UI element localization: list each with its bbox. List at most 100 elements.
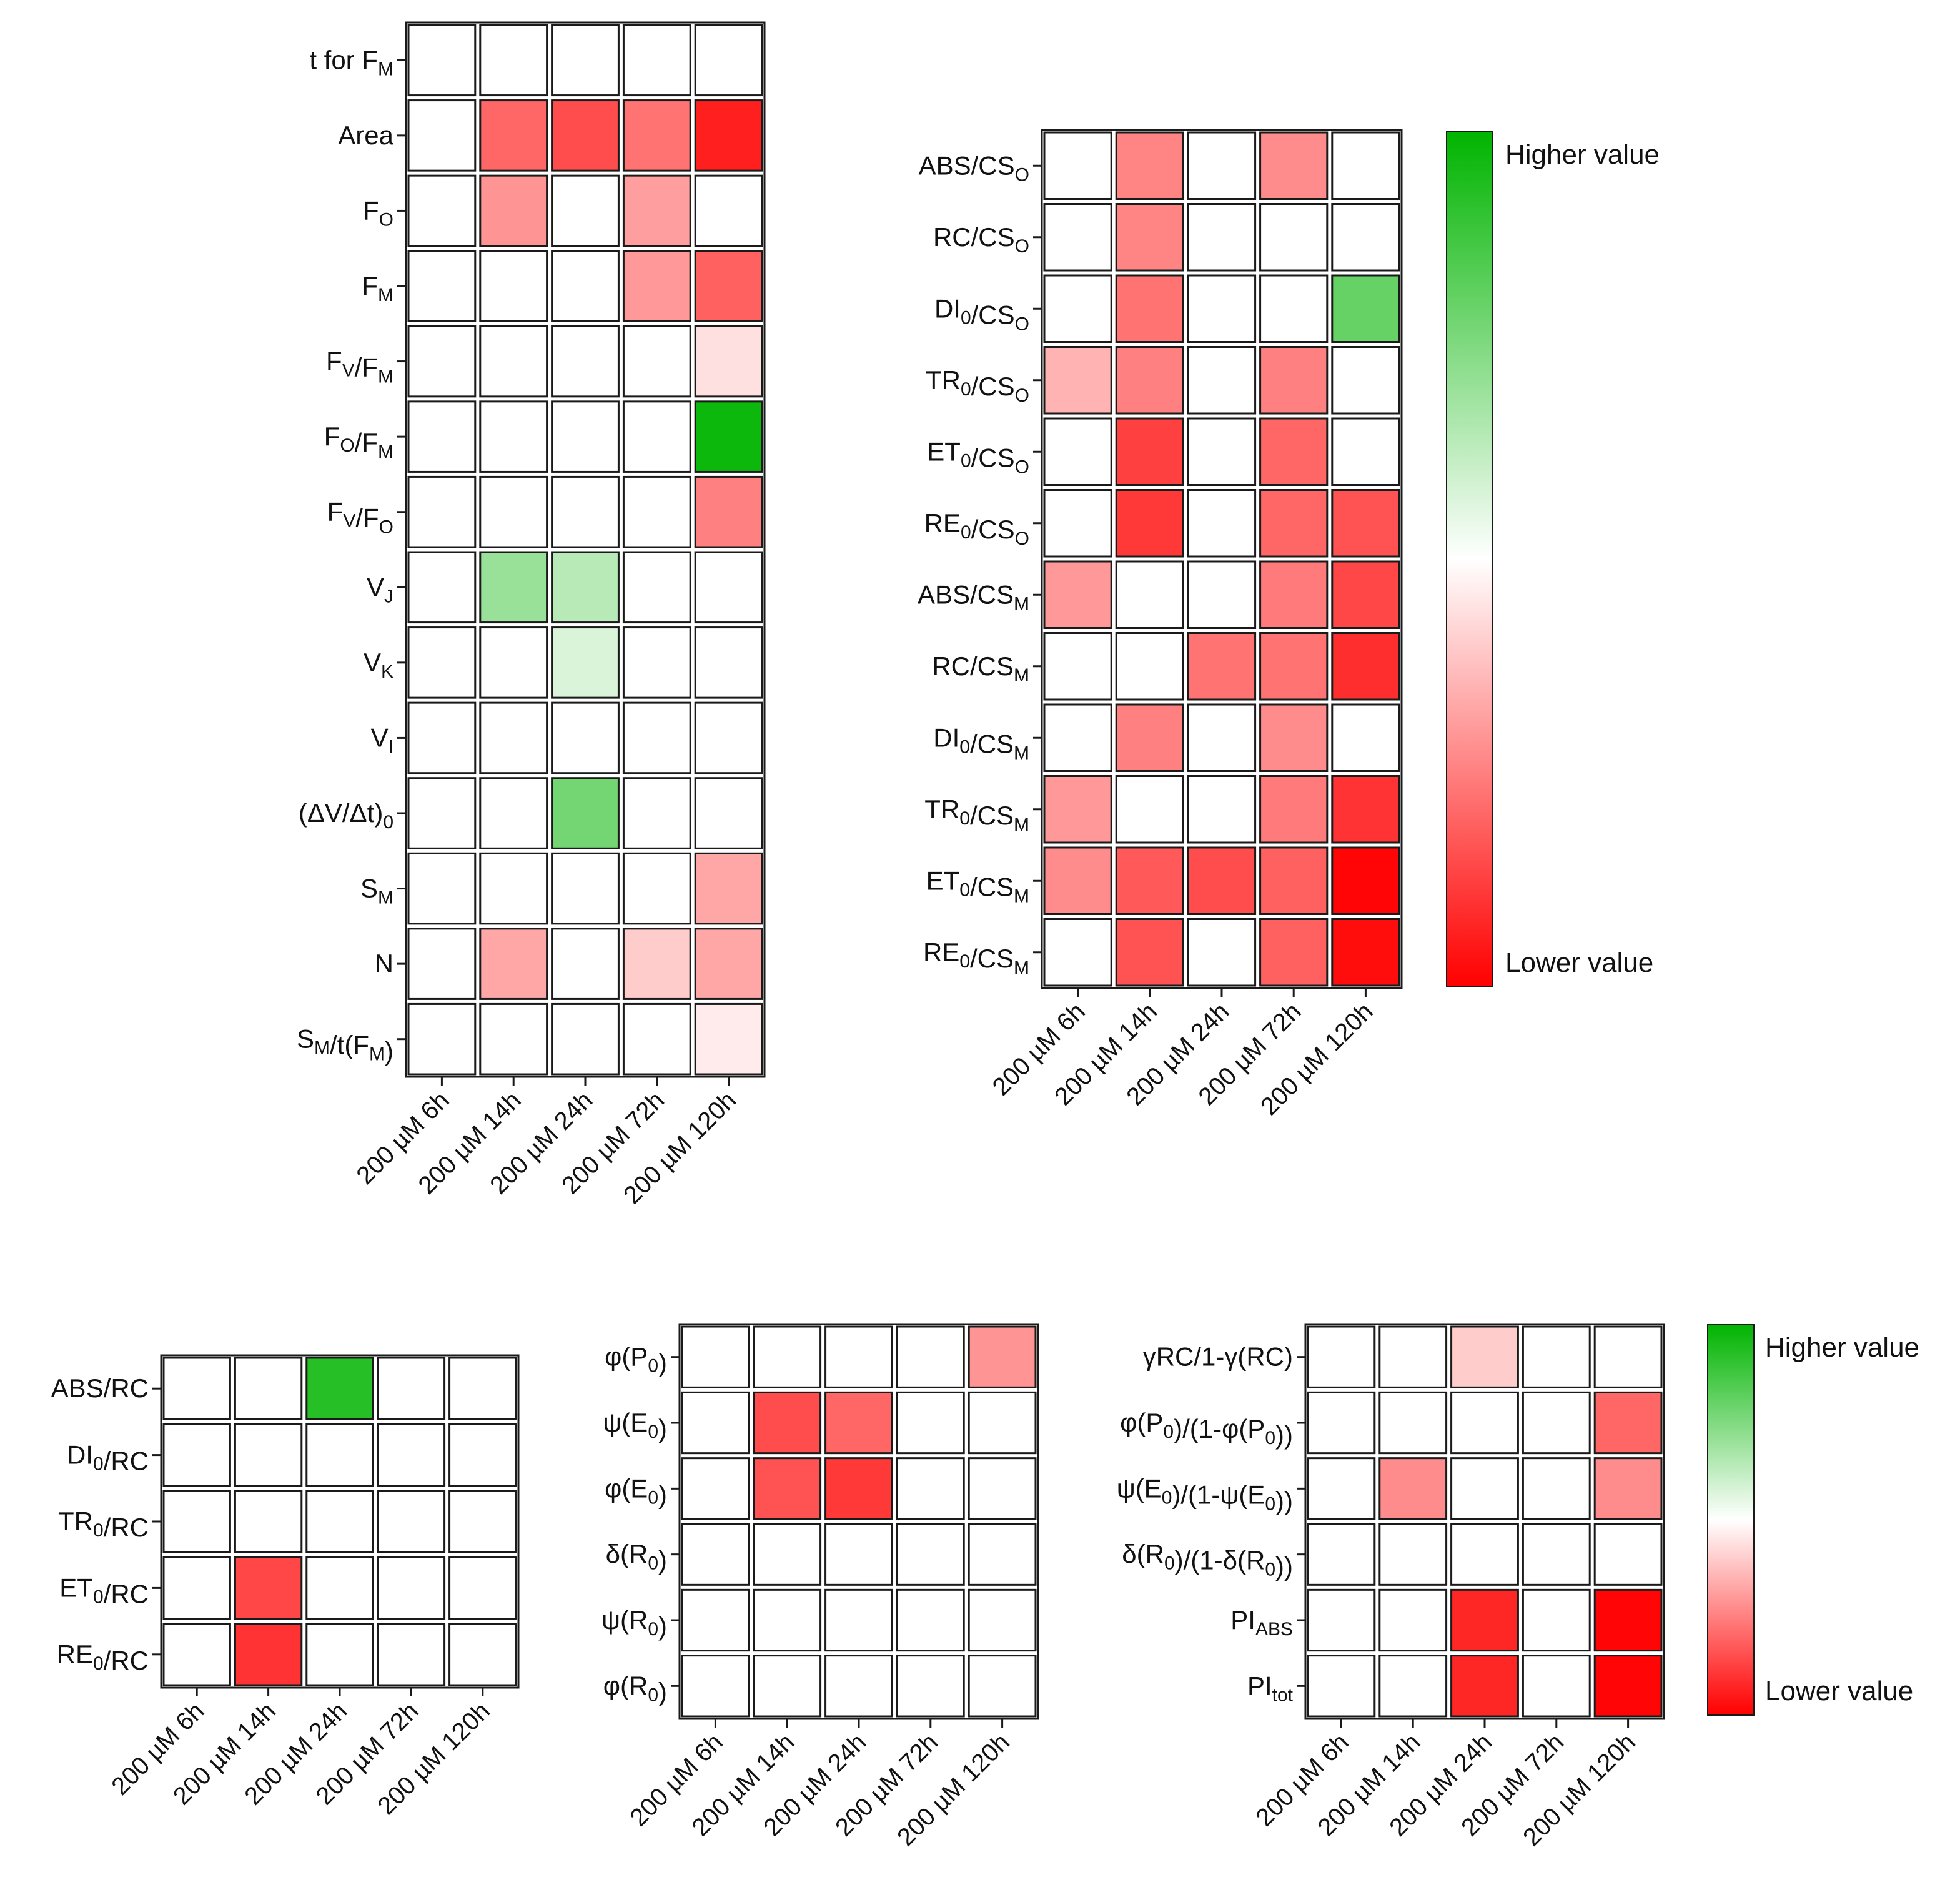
heatmap-cell bbox=[824, 1391, 893, 1455]
heatmap-cell bbox=[162, 1490, 231, 1553]
heatmap-cell bbox=[1187, 918, 1257, 987]
heatmap-cell bbox=[622, 551, 691, 624]
heatmap-cell bbox=[1378, 1391, 1448, 1455]
heatmap-cell bbox=[1593, 1588, 1663, 1652]
y-tick-label: FV/FM bbox=[326, 347, 393, 387]
heatmap-cell bbox=[1187, 274, 1257, 343]
heatmap-cell bbox=[1522, 1523, 1591, 1586]
heatmap-cell bbox=[968, 1391, 1037, 1455]
heatmap-cell bbox=[1331, 489, 1400, 558]
legend-high-label: Higher value bbox=[1505, 139, 1660, 170]
heatmap-cell bbox=[622, 852, 691, 925]
y-tick-label: PItot bbox=[1247, 1671, 1294, 1705]
heatmap-cell bbox=[1259, 417, 1329, 486]
heatmap-cell bbox=[479, 928, 548, 1000]
heatmap-cell bbox=[162, 1423, 231, 1487]
heatmap-panel-1: t for FM Area FO FM FV/FM FO/FM FV/FO VJ VK VI (ΔV… bbox=[297, 21, 766, 1209]
heatmap-panel-2: ABS/CSO RC/CSO DI0/CSO TR0/CSO ET0/CSO RE0/CS… bbox=[918, 129, 1403, 1121]
heatmap-cell bbox=[1043, 703, 1112, 772]
heatmap-cell bbox=[407, 250, 477, 322]
heatmap-cell bbox=[694, 99, 763, 172]
y-tick-label: δ(R0) bbox=[606, 1540, 667, 1575]
heatmap-cell bbox=[622, 400, 691, 473]
heatmap-cell bbox=[479, 551, 548, 624]
heatmap-cell bbox=[1187, 489, 1257, 558]
y-tick-label: SM bbox=[360, 874, 393, 908]
heatmap-cell bbox=[1307, 1457, 1376, 1520]
heatmap-cell bbox=[1593, 1523, 1663, 1586]
heatmap-cell bbox=[753, 1325, 822, 1388]
heatmap-cell bbox=[1115, 274, 1184, 343]
heatmap-cell bbox=[162, 1623, 231, 1686]
heatmap-cell bbox=[753, 1457, 822, 1520]
y-tick-label: FO bbox=[363, 195, 393, 230]
heatmap-cell bbox=[1378, 1325, 1448, 1388]
heatmap-cell bbox=[551, 701, 620, 774]
heatmap-cell bbox=[1259, 703, 1329, 772]
heatmap-cell bbox=[1331, 203, 1400, 272]
heatmap-cell bbox=[407, 174, 477, 247]
heatmap-cell bbox=[1331, 846, 1400, 915]
heatmap-cell bbox=[162, 1357, 231, 1420]
y-tick-label: γRC/1-γ(RC) bbox=[1143, 1342, 1293, 1372]
heatmap-cell bbox=[968, 1588, 1037, 1652]
y-tick-label: ABS/CSM bbox=[918, 580, 1029, 614]
heatmap-cell bbox=[234, 1556, 303, 1620]
heatmap-cell bbox=[448, 1357, 517, 1420]
heatmap-cell bbox=[407, 928, 477, 1000]
heatmap-cell bbox=[824, 1588, 893, 1652]
heatmap-cell bbox=[1187, 203, 1257, 272]
heatmap-cell bbox=[1043, 489, 1112, 558]
heatmap-cell bbox=[1043, 417, 1112, 486]
heatmap-cell bbox=[1259, 846, 1329, 915]
heatmap-cell bbox=[551, 852, 620, 925]
heatmap-cell bbox=[479, 24, 548, 97]
heatmap-cell bbox=[1450, 1655, 1519, 1718]
heatmap-cell bbox=[1043, 846, 1112, 915]
heatmap-cell bbox=[622, 701, 691, 774]
y-tick-label: DI0/CSM bbox=[933, 723, 1029, 763]
heatmap-cell bbox=[968, 1523, 1037, 1586]
heatmap-panel-4: φ(P0)ψ(E0)φ(E0)δ(R0)ψ(R0)φ(R0)200 µM 6h2… bbox=[601, 1323, 1039, 1851]
heatmap-cell bbox=[1187, 560, 1257, 629]
heatmap-cell bbox=[896, 1391, 965, 1455]
heatmap-cell bbox=[1043, 632, 1112, 701]
legend-gradient-bar bbox=[1707, 1324, 1755, 1716]
heatmap-cell bbox=[1187, 632, 1257, 701]
heatmap-cell bbox=[753, 1391, 822, 1455]
heatmap-cell bbox=[694, 475, 763, 548]
heatmap-cell bbox=[407, 400, 477, 473]
heatmap-cell bbox=[694, 1002, 763, 1076]
y-tick-label: ET0/CSO bbox=[927, 437, 1029, 477]
heatmap-cell bbox=[896, 1588, 965, 1652]
heatmap-cell bbox=[479, 1002, 548, 1076]
heatmap-cell bbox=[622, 250, 691, 322]
heatmap-panel-5: γRC/1-γ(RC) φ(P0)/(1-φ(P0)) ψ(E0)/(1-ψ(E0)… bbox=[1117, 1323, 1665, 1851]
y-tick-label: δ(R0)/(1-δ(R0)) bbox=[1122, 1540, 1293, 1581]
heatmap-cell bbox=[1115, 560, 1184, 629]
heatmap-cell bbox=[1043, 203, 1112, 272]
heatmap-cell bbox=[694, 777, 763, 849]
heatmap-cell bbox=[1378, 1588, 1448, 1652]
y-tick-label: DI0/RC bbox=[67, 1440, 149, 1476]
heatmap-cell bbox=[377, 1357, 446, 1420]
heatmap-cell bbox=[1331, 417, 1400, 486]
heatmap-cell bbox=[551, 24, 620, 97]
y-tick-label: ψ(R0) bbox=[601, 1605, 667, 1641]
heatmap-cell bbox=[1187, 703, 1257, 772]
heatmap-cell bbox=[1593, 1655, 1663, 1718]
heatmap-cell bbox=[1259, 203, 1329, 272]
heatmap-cell bbox=[1115, 489, 1184, 558]
heatmap-cell bbox=[479, 250, 548, 322]
y-tick-label: FV/FO bbox=[327, 497, 393, 538]
y-tick-label: ψ(E0) bbox=[603, 1408, 667, 1443]
heatmap-cell bbox=[1331, 560, 1400, 629]
heatmap-cell bbox=[1593, 1391, 1663, 1455]
heatmap-cell bbox=[407, 99, 477, 172]
heatmap-cell bbox=[551, 626, 620, 699]
heatmap-cell bbox=[1259, 346, 1329, 415]
heatmap-cell bbox=[377, 1423, 446, 1487]
heatmap-cell bbox=[1331, 346, 1400, 415]
y-tick-label: ET0/RC bbox=[59, 1573, 149, 1608]
heatmap-cell bbox=[551, 928, 620, 1000]
